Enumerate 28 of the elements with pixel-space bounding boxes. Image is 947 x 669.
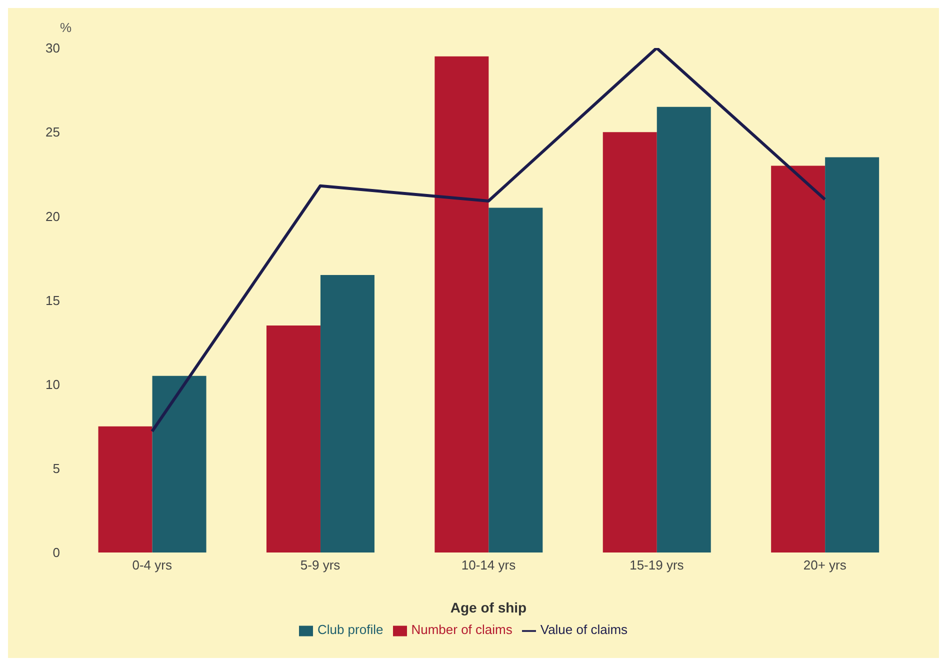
y-tick-label: 15 <box>46 292 60 308</box>
x-tick-label: 5-9 yrs <box>300 558 341 573</box>
y-tick-label: 30 <box>46 40 60 56</box>
legend-label: Number of claims <box>411 622 512 638</box>
legend-label: Club profile <box>317 622 384 638</box>
x-axis-title: Age of ship <box>450 599 527 616</box>
y-axis-title: % <box>60 20 72 35</box>
y-tick-label: 10 <box>46 376 60 392</box>
bar <box>434 56 489 552</box>
bar <box>320 274 374 552</box>
y-tick-label: 5 <box>52 460 60 476</box>
bar <box>98 426 152 552</box>
bar <box>656 106 711 552</box>
x-tick-label: 20+ yrs <box>803 558 847 573</box>
y-tick-label: 0 <box>52 545 60 560</box>
bar <box>771 166 826 552</box>
x-tick-label: 15-19 yrs <box>630 558 684 573</box>
legend-label: Value of claims <box>540 622 628 638</box>
y-tick-label: 20 <box>46 208 60 224</box>
y-tick-label: 25 <box>46 124 60 140</box>
x-tick-label: 0-4 yrs <box>132 558 172 573</box>
bar <box>488 208 543 552</box>
bar <box>152 376 206 552</box>
bar <box>602 132 657 552</box>
bar <box>266 325 320 552</box>
x-tick-label: 10-14 yrs <box>461 558 516 573</box>
line-series <box>150 48 826 433</box>
bar <box>825 157 880 552</box>
